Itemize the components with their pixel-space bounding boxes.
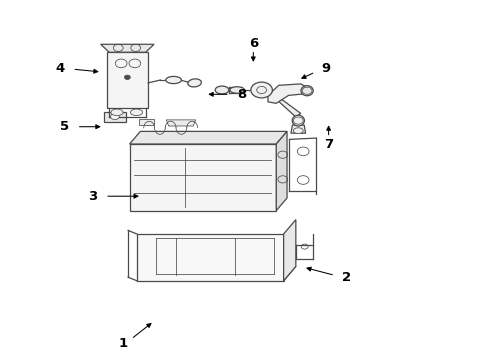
Ellipse shape <box>111 109 123 116</box>
Ellipse shape <box>130 109 142 116</box>
Polygon shape <box>253 86 300 117</box>
Text: 5: 5 <box>60 120 69 133</box>
Ellipse shape <box>187 79 201 87</box>
Text: 2: 2 <box>341 271 350 284</box>
Polygon shape <box>276 131 286 211</box>
Text: 8: 8 <box>237 88 246 101</box>
Ellipse shape <box>291 115 304 126</box>
Text: 7: 7 <box>324 138 332 150</box>
Ellipse shape <box>165 76 181 84</box>
Text: 6: 6 <box>248 37 257 50</box>
Polygon shape <box>166 120 195 126</box>
Polygon shape <box>267 84 308 103</box>
Text: 9: 9 <box>321 62 329 75</box>
Ellipse shape <box>229 87 244 93</box>
Polygon shape <box>129 131 286 144</box>
Polygon shape <box>101 44 154 52</box>
Polygon shape <box>104 112 126 122</box>
Text: 4: 4 <box>56 62 65 75</box>
Text: 3: 3 <box>88 190 97 203</box>
Circle shape <box>250 82 272 98</box>
Circle shape <box>124 75 130 80</box>
Polygon shape <box>106 52 148 108</box>
Ellipse shape <box>293 128 303 134</box>
Ellipse shape <box>110 114 119 120</box>
Polygon shape <box>137 234 283 281</box>
Ellipse shape <box>215 86 228 94</box>
Polygon shape <box>139 119 154 125</box>
Polygon shape <box>283 220 295 281</box>
Polygon shape <box>129 144 276 211</box>
Text: 1: 1 <box>118 337 127 350</box>
Ellipse shape <box>301 86 313 96</box>
Polygon shape <box>137 266 295 281</box>
Polygon shape <box>290 125 305 133</box>
